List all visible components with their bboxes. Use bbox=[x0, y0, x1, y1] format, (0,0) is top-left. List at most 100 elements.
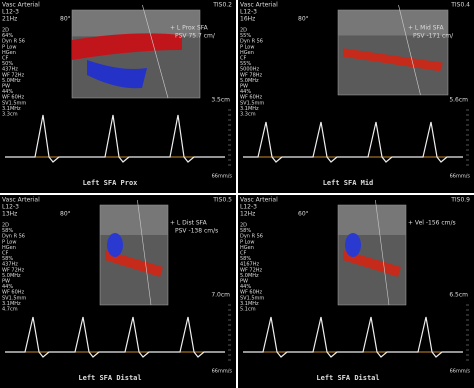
sample-label: + L Dist SFA bbox=[170, 220, 208, 227]
angle: 80° bbox=[60, 211, 71, 218]
psv: PSV -171 cm/ bbox=[413, 33, 454, 40]
cursor-line bbox=[137, 199, 152, 306]
sample-label: + Vel -156 cm/s bbox=[408, 220, 456, 227]
setting: 2D bbox=[240, 223, 247, 229]
setting: Dyn R 56 bbox=[240, 234, 263, 240]
setting: SV1.5mm bbox=[2, 100, 26, 106]
setting: 5000Hz bbox=[240, 67, 259, 73]
setting: 5.0MHz bbox=[240, 273, 259, 279]
setting: CF bbox=[2, 56, 8, 62]
setting: HGen bbox=[2, 245, 16, 251]
color-flow bbox=[72, 33, 182, 60]
setting: 3.1MHz bbox=[240, 301, 259, 307]
setting: 58% bbox=[2, 256, 13, 262]
setting: 50% bbox=[2, 61, 13, 67]
setting: CF bbox=[240, 56, 246, 62]
setting: WF 60Hz bbox=[240, 95, 263, 101]
cursor-line bbox=[142, 4, 169, 99]
setting: PW bbox=[240, 84, 248, 90]
setting: 64% bbox=[2, 33, 13, 39]
bmode-texture bbox=[72, 10, 200, 37]
spectral-waveform bbox=[5, 114, 225, 163]
frame-rate: 13Hz bbox=[2, 211, 17, 218]
setting: 44% bbox=[2, 284, 13, 290]
probe: L12-3 bbox=[2, 204, 19, 211]
probe: L12-3 bbox=[240, 9, 257, 16]
setting: P Low bbox=[240, 239, 254, 245]
setting: CF bbox=[240, 251, 246, 257]
cursor-line bbox=[398, 4, 421, 96]
setting: 58% bbox=[2, 228, 13, 234]
angle: 80° bbox=[298, 16, 309, 23]
setting: HGen bbox=[240, 245, 254, 251]
setting: PW bbox=[2, 279, 10, 285]
setting: 437Hz bbox=[2, 67, 18, 73]
probe: L12-3 bbox=[2, 9, 19, 16]
setting: WF 72Hz bbox=[2, 267, 25, 273]
setting: 5.0MHz bbox=[240, 78, 259, 84]
setting: Dyn R 56 bbox=[2, 39, 25, 45]
setting: SV1.5mm bbox=[240, 100, 264, 106]
color-flow bbox=[87, 60, 147, 89]
setting: 2D bbox=[2, 28, 9, 34]
sweep-speed: 66mm/s bbox=[450, 174, 471, 180]
depth: 6.5cm bbox=[449, 292, 468, 299]
frame-rate: 21Hz bbox=[2, 16, 17, 23]
setting: 2D bbox=[240, 28, 247, 34]
caption: Left SFA Distal bbox=[316, 374, 379, 382]
color-flow bbox=[343, 48, 443, 72]
setting: P Low bbox=[2, 239, 16, 245]
mode: Vasc Arterial bbox=[2, 2, 40, 9]
depth: 3.5cm bbox=[211, 97, 230, 104]
setting: 4167Hz bbox=[240, 262, 259, 268]
setting: 3.1MHz bbox=[240, 106, 259, 112]
setting: 4.7cm bbox=[2, 307, 18, 313]
setting: CF bbox=[2, 251, 8, 257]
spectral-waveform bbox=[243, 121, 463, 163]
setting: 44% bbox=[240, 89, 251, 95]
bmode-texture bbox=[338, 10, 448, 36]
sweep-speed: 66mm/s bbox=[212, 174, 233, 180]
setting: WF 60Hz bbox=[240, 290, 263, 296]
setting: P Low bbox=[2, 44, 16, 50]
sweep-speed: 66mm/s bbox=[450, 369, 471, 375]
setting: P Low bbox=[240, 44, 254, 50]
setting: WF 60Hz bbox=[2, 290, 25, 296]
setting: 55% bbox=[240, 33, 251, 39]
color-flow bbox=[343, 250, 401, 277]
setting: 5.1cm bbox=[240, 307, 256, 313]
setting: 3.3cm bbox=[240, 112, 256, 118]
setting: SV1.5mm bbox=[2, 295, 26, 301]
setting: Dyn R 56 bbox=[2, 234, 25, 240]
bmode-texture bbox=[338, 205, 406, 235]
setting: SV1.5mm bbox=[240, 295, 264, 301]
setting: HGen bbox=[2, 50, 16, 56]
setting: 5.0MHz bbox=[2, 78, 21, 84]
color-flow bbox=[345, 233, 361, 257]
setting: 58% bbox=[240, 256, 251, 262]
setting: 2D bbox=[2, 223, 9, 229]
sample-label: + L Mid SFA bbox=[408, 25, 444, 32]
color-flow bbox=[105, 250, 163, 277]
spectral-waveform bbox=[243, 316, 463, 358]
depth: 7.0cm bbox=[211, 292, 230, 299]
cursor-line bbox=[375, 199, 390, 306]
setting: WF 60Hz bbox=[2, 95, 25, 101]
probe: L12-3 bbox=[240, 204, 257, 211]
sample-label: + L Prox SFA bbox=[170, 25, 209, 32]
bmode-texture bbox=[100, 205, 168, 235]
setting: 3.1MHz bbox=[2, 106, 21, 112]
setting: 44% bbox=[2, 89, 13, 95]
depth: 5.6cm bbox=[449, 97, 468, 104]
sweep-speed: 66mm/s bbox=[212, 369, 233, 375]
mode: Vasc Arterial bbox=[2, 197, 40, 204]
thermal-index: TIS0.2 bbox=[212, 2, 232, 9]
setting: 3.1MHz bbox=[2, 301, 21, 307]
angle: 80° bbox=[60, 16, 71, 23]
setting: WF 78Hz bbox=[240, 72, 263, 78]
setting: 44% bbox=[240, 284, 251, 290]
